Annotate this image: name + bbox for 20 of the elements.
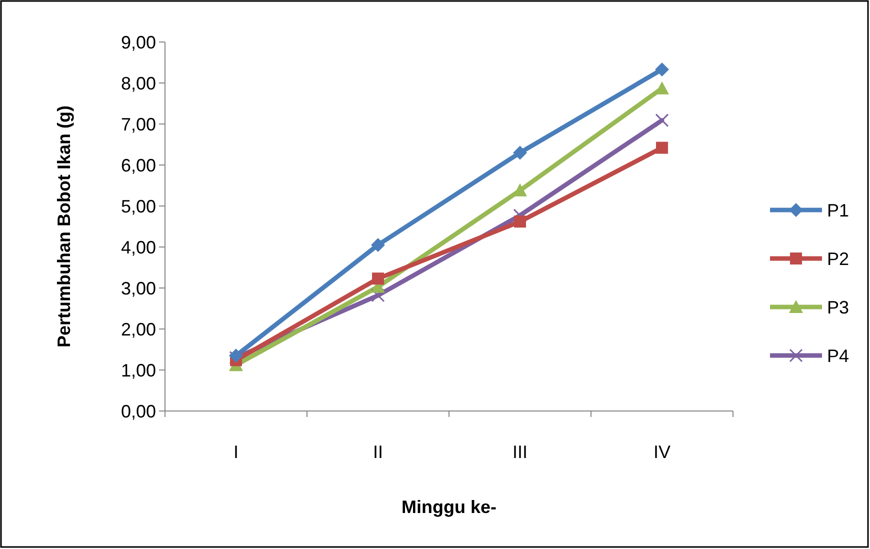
y-tick-label: 1,00	[120, 360, 156, 380]
x-axis-title: Minggu ke-	[402, 497, 496, 517]
y-tick-label: 2,00	[120, 319, 156, 340]
y-tick-label: 7,00	[120, 114, 156, 134]
y-tick-label: 5,00	[120, 196, 156, 216]
x-tick-label: I	[233, 442, 239, 462]
y-tick-label: 6,00	[120, 155, 156, 176]
y-tick-label: 4,00	[120, 237, 156, 258]
y-tick-label: 3,00	[120, 278, 156, 298]
y-tick-label: 9,00	[120, 32, 156, 52]
x-tick-label: III	[512, 442, 528, 462]
y-axis-title: Pertumbuhan Bobot Ikan (g)	[54, 106, 74, 348]
x-tick-label: IV	[653, 442, 671, 462]
x-tick-label: II	[372, 442, 384, 462]
y-tick-label: 8,00	[120, 73, 156, 94]
legend-label: P3	[827, 297, 850, 318]
legend-label: P1	[827, 200, 850, 220]
y-tick-label: 0,00	[120, 401, 156, 422]
legend-label: P2	[827, 248, 850, 269]
legend-label: P4	[827, 346, 850, 366]
